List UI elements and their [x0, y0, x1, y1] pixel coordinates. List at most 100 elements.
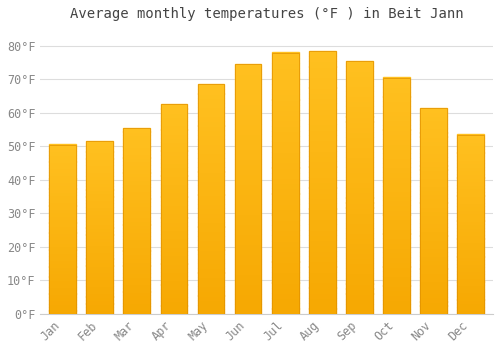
- Bar: [49, 303, 76, 307]
- Bar: [346, 233, 373, 238]
- Bar: [198, 89, 224, 93]
- Bar: [235, 244, 262, 249]
- Bar: [86, 307, 113, 310]
- Bar: [420, 289, 447, 293]
- Bar: [309, 245, 336, 251]
- Bar: [383, 224, 410, 229]
- Bar: [420, 276, 447, 281]
- Bar: [458, 253, 484, 257]
- Bar: [49, 155, 76, 158]
- Bar: [160, 201, 188, 205]
- Bar: [86, 179, 113, 183]
- Bar: [235, 124, 262, 129]
- Bar: [346, 126, 373, 132]
- Bar: [86, 265, 113, 269]
- Bar: [160, 264, 188, 268]
- Bar: [458, 285, 484, 289]
- Bar: [383, 111, 410, 116]
- Bar: [160, 175, 188, 180]
- Bar: [383, 130, 410, 134]
- Bar: [420, 112, 447, 116]
- Bar: [124, 210, 150, 214]
- Bar: [346, 147, 373, 152]
- Bar: [346, 142, 373, 147]
- Bar: [198, 277, 224, 282]
- Bar: [458, 134, 484, 138]
- Bar: [346, 111, 373, 117]
- Bar: [272, 194, 298, 199]
- Bar: [383, 101, 410, 106]
- Bar: [160, 268, 188, 272]
- Bar: [272, 120, 298, 126]
- Bar: [49, 310, 76, 314]
- Bar: [235, 64, 262, 314]
- Bar: [124, 198, 150, 202]
- Bar: [198, 93, 224, 98]
- Bar: [458, 231, 484, 235]
- Bar: [383, 134, 410, 139]
- Bar: [346, 66, 373, 71]
- Bar: [346, 238, 373, 243]
- Bar: [49, 195, 76, 199]
- Bar: [272, 173, 298, 178]
- Bar: [272, 215, 298, 220]
- Bar: [346, 132, 373, 137]
- Bar: [309, 98, 336, 104]
- Bar: [383, 257, 410, 262]
- Bar: [272, 167, 298, 173]
- Bar: [272, 94, 298, 99]
- Bar: [198, 162, 224, 167]
- Bar: [160, 113, 188, 117]
- Bar: [49, 216, 76, 219]
- Bar: [160, 117, 188, 121]
- Bar: [272, 303, 298, 309]
- Bar: [124, 247, 150, 251]
- Bar: [346, 197, 373, 203]
- Bar: [49, 209, 76, 212]
- Bar: [420, 124, 447, 128]
- Bar: [86, 238, 113, 241]
- Bar: [383, 290, 410, 295]
- Bar: [383, 148, 410, 153]
- Bar: [383, 309, 410, 314]
- Bar: [309, 130, 336, 135]
- Bar: [420, 116, 447, 120]
- Bar: [309, 182, 336, 188]
- Bar: [49, 145, 76, 148]
- Bar: [272, 183, 298, 188]
- Bar: [198, 148, 224, 153]
- Bar: [346, 117, 373, 121]
- Bar: [383, 243, 410, 248]
- Bar: [346, 106, 373, 112]
- Bar: [49, 307, 76, 310]
- Bar: [420, 169, 447, 174]
- Bar: [49, 158, 76, 162]
- Bar: [272, 110, 298, 115]
- Bar: [124, 276, 150, 280]
- Bar: [160, 104, 188, 314]
- Bar: [235, 129, 262, 134]
- Bar: [49, 250, 76, 253]
- Bar: [272, 282, 298, 288]
- Bar: [309, 188, 336, 193]
- Bar: [235, 214, 262, 219]
- Bar: [160, 255, 188, 259]
- Bar: [124, 292, 150, 295]
- Bar: [458, 199, 484, 203]
- Bar: [383, 300, 410, 304]
- Bar: [309, 61, 336, 66]
- Bar: [383, 252, 410, 257]
- Bar: [383, 172, 410, 177]
- Bar: [420, 252, 447, 256]
- Bar: [198, 107, 224, 112]
- Bar: [309, 145, 336, 151]
- Bar: [272, 288, 298, 293]
- Bar: [272, 308, 298, 314]
- Bar: [124, 158, 150, 161]
- Bar: [235, 79, 262, 84]
- Bar: [383, 281, 410, 286]
- Bar: [49, 219, 76, 223]
- Bar: [346, 136, 373, 142]
- Bar: [420, 244, 447, 248]
- Bar: [309, 135, 336, 140]
